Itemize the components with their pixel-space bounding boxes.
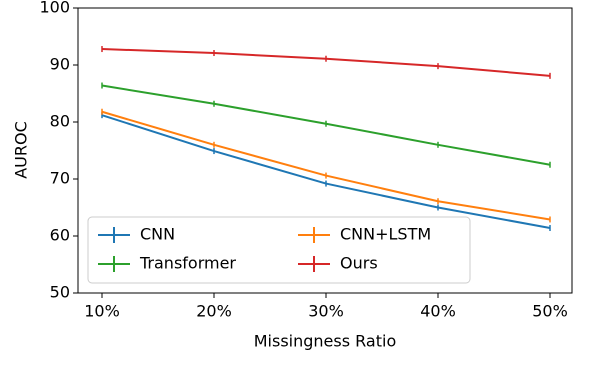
y-tick-label: 100 xyxy=(39,0,70,17)
x-tick-label: 10% xyxy=(84,302,120,321)
x-axis-label: Missingness Ratio xyxy=(254,332,396,351)
y-tick-label: 60 xyxy=(50,226,70,245)
y-tick-label: 50 xyxy=(50,283,70,302)
series-line xyxy=(101,48,551,77)
y-axis-label: AUROC xyxy=(12,121,31,179)
legend-label: Transformer xyxy=(139,254,236,273)
x-tick-label: 40% xyxy=(420,302,456,321)
x-tick-label: 20% xyxy=(196,302,232,321)
y-tick-label: 90 xyxy=(50,55,70,74)
x-tick-label: 30% xyxy=(308,302,344,321)
legend-label: Ours xyxy=(340,254,378,273)
plot-frame xyxy=(77,7,573,294)
x-tick-label: 50% xyxy=(532,302,568,321)
y-tick-label: 70 xyxy=(50,169,70,188)
legend-label: CNN+LSTM xyxy=(340,225,431,244)
series-line xyxy=(101,110,551,221)
y-tick-label: 80 xyxy=(50,112,70,131)
legend-label: CNN xyxy=(140,225,175,244)
legend-box xyxy=(87,216,471,284)
